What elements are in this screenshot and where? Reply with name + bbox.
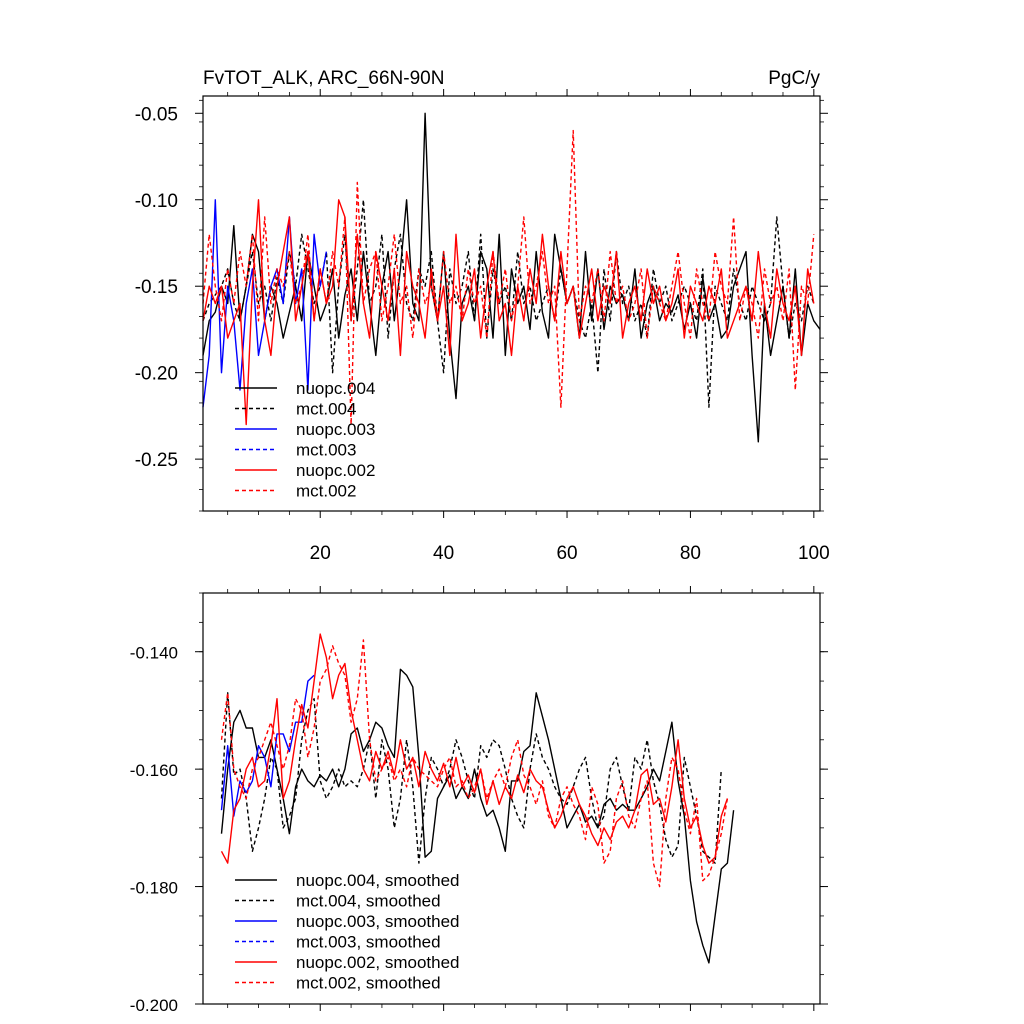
series-line-nuopc-004-smoothed [220,668,735,964]
top-x-tick-label: 40 [433,543,454,564]
series-line-nuopc-004 [202,112,821,443]
bottom-y-tick-label: -0.140 [130,644,178,663]
legend-label: mct.004, smoothed [296,892,441,911]
series-line-mct-002 [202,129,815,426]
series-line-nuopc-002-smoothed [220,633,729,864]
bottom-y-tick-label: -0.180 [130,879,178,898]
legend-label: mct.002 [296,482,356,501]
legend-label: mct.004 [296,400,356,419]
legend-label: nuopc.004 [296,379,375,398]
legend-label: nuopc.003, smoothed [296,912,460,931]
legend-label: mct.002, smoothed [296,974,441,993]
top-y-tick-label: -0.10 [135,191,178,212]
top-y-tick-label: -0.25 [135,450,178,471]
legend-label: mct.003 [296,441,356,460]
legend-label: nuopc.002 [296,461,375,480]
series-line-nuopc-002 [202,199,815,426]
panel-title-right: PgC/y [768,68,820,89]
series-line-mct-004-smoothed [220,692,722,864]
top-x-tick-label: 20 [310,543,331,564]
legend-label: nuopc.004, smoothed [296,871,460,890]
legend-label: nuopc.002, smoothed [296,953,460,972]
top-y-tick-label: -0.15 [135,277,178,298]
top-y-tick-label: -0.05 [135,104,178,125]
bottom-plot-frame [202,592,821,1005]
series-line-mct-004 [202,199,815,408]
bottom-y-tick-label: -0.200 [130,996,178,1015]
top-y-tick-label: -0.20 [135,364,178,385]
top-x-tick-label: 60 [556,543,577,564]
top-plot-frame [202,95,821,512]
bottom-y-tick-label: -0.160 [130,761,178,780]
top-x-tick-label: 80 [680,543,701,564]
top-x-tick-label: 100 [798,543,830,564]
top-panel: FvTOT_ALK, ARC_66N-90N PgC/y 20 40 60 80 100… [135,68,830,564]
legend-label: mct.003, smoothed [296,933,441,952]
series-line-mct-002-smoothed [220,639,729,888]
bottom-panel: -0.140 -0.160 -0.180 -0.200 nuopc.004, smoo… [130,586,828,1015]
legend-label: nuopc.003 [296,420,375,439]
panel-title-left: FvTOT_ALK, ARC_66N-90N [203,68,444,89]
